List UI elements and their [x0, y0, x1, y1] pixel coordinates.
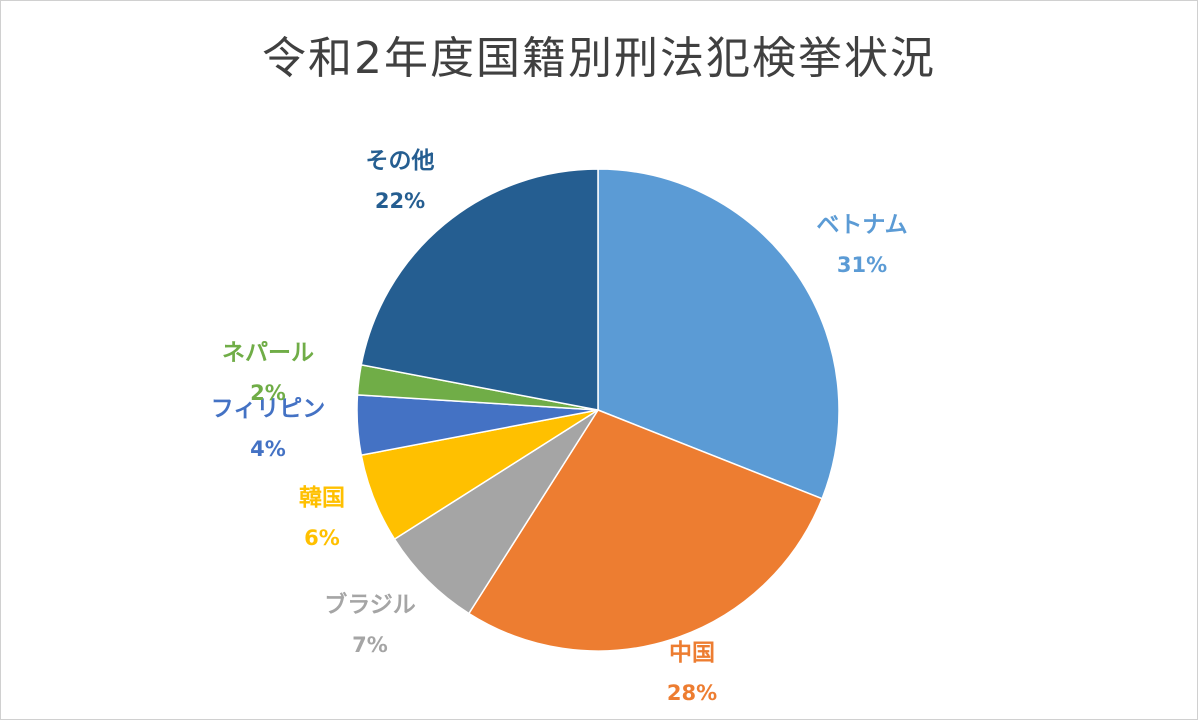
slice-percent-label: 31% — [837, 253, 887, 277]
slice-name-label: その他 — [366, 148, 435, 174]
slice-percent-label: 22% — [375, 189, 425, 213]
slice-percent-label: 6% — [304, 526, 340, 550]
slice-name-label: 韓国 — [299, 484, 345, 511]
chart-title: 令和2年度国籍別刑法犯検挙状況 — [262, 33, 936, 84]
slice-percent-label: 28% — [667, 681, 717, 705]
pie-slice — [360, 168, 599, 411]
slice-percent-label: 4% — [250, 437, 286, 461]
slice-name-label: ブラジル — [324, 591, 416, 618]
slice-percent-label: 2% — [250, 381, 286, 405]
slice-name-label: フィリピン — [211, 396, 326, 422]
slice-percent-label: 7% — [352, 633, 388, 657]
slice-name-label: ベトナム — [816, 212, 907, 238]
pie-slice — [393, 409, 599, 615]
pie-slice — [467, 409, 824, 652]
pie-slice — [597, 168, 840, 500]
slice-name-label: 中国 — [669, 640, 715, 666]
slice-name-label: ネパール — [222, 340, 314, 366]
